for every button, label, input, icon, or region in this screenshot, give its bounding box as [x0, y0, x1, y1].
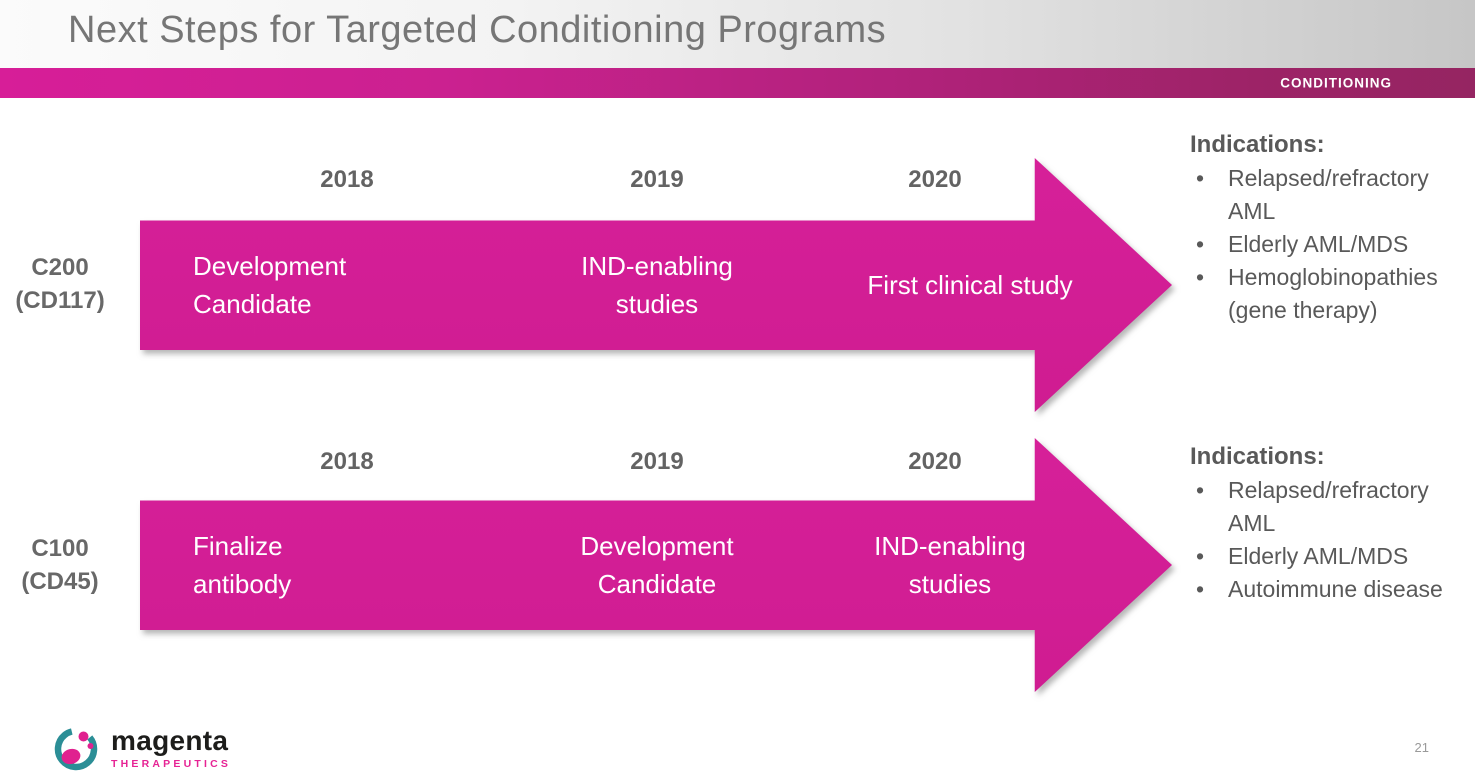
indication-item: Elderly AML/MDS: [1190, 540, 1472, 573]
indication-item: Relapsed/refractory AML: [1190, 474, 1472, 540]
year-label: 2019: [630, 448, 684, 475]
indication-item: Elderly AML/MDS: [1190, 228, 1472, 261]
phase-line: antibody: [193, 569, 292, 599]
company-logo: magenta THERAPEUTICS: [52, 723, 231, 773]
phase-ind-enabling: IND-enabling studies: [840, 500, 1060, 630]
indication-item: Autoimmune disease: [1190, 573, 1472, 606]
phase-line: Development: [580, 531, 734, 561]
page-number: 21: [1414, 740, 1429, 755]
phase-line: IND-enabling: [874, 531, 1026, 561]
phase-development-candidate: Development Candidate: [193, 220, 383, 350]
logo-text: magenta THERAPEUTICS: [111, 724, 232, 770]
indications-list: Relapsed/refractory AML Elderly AML/MDS …: [1190, 162, 1472, 327]
indications-title: Indications:: [1190, 443, 1325, 470]
phase-line: Finalize: [193, 531, 283, 561]
logo-wordmark: magenta: [111, 724, 229, 756]
year-label: 2018: [320, 166, 374, 193]
phase-line: First clinical study: [867, 270, 1073, 300]
indications-block: Indications: Relapsed/refractory AML Eld…: [1190, 131, 1472, 327]
phase-first-clinical: First clinical study: [800, 220, 1140, 350]
phase-line: studies: [908, 569, 992, 599]
program-target: (CD45): [21, 568, 99, 595]
indications-title: Indications:: [1190, 131, 1325, 158]
program-label: C100 (CD45): [8, 532, 112, 598]
magenta-logo-icon: [54, 727, 98, 771]
logo-subtitle: THERAPEUTICS: [111, 757, 232, 770]
program-label: C200 (CD117): [8, 251, 112, 317]
accent-bar: CONDITIONING: [0, 68, 1475, 98]
phase-finalize-antibody: Finalize antibody: [193, 500, 383, 630]
section-tag: CONDITIONING: [1280, 75, 1392, 91]
timeline-arrow: Development Candidate IND-enabling studi…: [140, 158, 1172, 412]
phase-development-candidate: Development Candidate: [547, 500, 767, 630]
program-name: C200: [31, 254, 89, 281]
phase-line: Candidate: [597, 569, 717, 599]
title-band: Next Steps for Targeted Conditioning Pro…: [0, 0, 1475, 68]
year-label: 2018: [320, 448, 374, 475]
phase-line: Development: [193, 251, 347, 281]
year-label: 2020: [908, 166, 962, 193]
phase-line: IND-enabling: [581, 251, 733, 281]
year-label: 2019: [630, 166, 684, 193]
program-target: (CD117): [15, 287, 105, 314]
indications-list: Relapsed/refractory AML Elderly AML/MDS …: [1190, 474, 1472, 606]
program-name: C100: [31, 535, 89, 562]
phase-line: studies: [615, 289, 699, 319]
indication-item: Hemoglobinopathies (gene therapy): [1190, 261, 1472, 327]
year-label: 2020: [908, 448, 962, 475]
phase-line: Candidate: [193, 289, 312, 319]
phase-ind-enabling: IND-enabling studies: [547, 220, 767, 350]
indications-block: Indications: Relapsed/refractory AML Eld…: [1190, 443, 1472, 606]
timeline-arrow: Finalize antibody Development Candidate …: [140, 438, 1172, 692]
page-title: Next Steps for Targeted Conditioning Pro…: [68, 9, 887, 51]
indication-item: Relapsed/refractory AML: [1190, 162, 1472, 228]
